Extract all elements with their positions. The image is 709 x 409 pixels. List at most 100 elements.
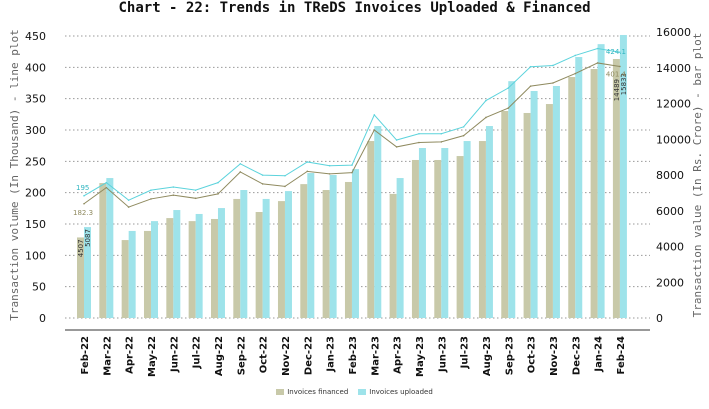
bar-invoices-uploaded: [150, 221, 158, 318]
x-tick-label: Jul-22: [192, 336, 203, 369]
x-tick-label: Feb-24: [616, 336, 627, 374]
y-right-tick-label: 14000: [656, 62, 691, 75]
x-tick-label: Jul-23: [460, 336, 471, 369]
y-right-tick-label: 8000: [656, 169, 684, 182]
line-point: [351, 171, 353, 174]
x-tick-label: Mar-23: [370, 336, 381, 376]
line-point: [440, 132, 443, 135]
x-tick-label: Nov-23: [549, 336, 560, 376]
bar-invoices-financed: [568, 77, 576, 318]
x-tick-label: May-22: [147, 336, 158, 377]
x-tick-label: Oct-22: [259, 336, 270, 373]
line-point: [328, 173, 331, 175]
x-tick-label: Aug-22: [214, 336, 225, 376]
y-right-tick-label: 0: [656, 312, 663, 325]
line-point: [507, 87, 510, 89]
data-label-financed-line-first: 182.3: [73, 209, 93, 217]
line-point: [529, 65, 532, 68]
y-right-tick-label: 10000: [656, 133, 691, 146]
data-label-financed-line-last: 401.4: [606, 70, 627, 78]
bar-invoices-uploaded: [106, 178, 114, 318]
bar-invoices-financed: [523, 112, 531, 318]
bar-invoices-uploaded: [508, 81, 516, 318]
bar-invoices-uploaded: [597, 44, 605, 318]
line-point: [261, 183, 264, 185]
x-tick-label: Feb-23: [348, 336, 359, 374]
bar-invoices-uploaded: [329, 175, 337, 318]
line-point: [83, 202, 85, 205]
line-point: [194, 197, 197, 200]
bar-invoices-uploaded: [240, 190, 248, 318]
line-point: [83, 195, 85, 197]
x-tick-label: Aug-23: [482, 336, 493, 376]
y-left-tick-label: 400: [25, 61, 46, 74]
line-point: [552, 82, 554, 84]
legend: Invoices financed Invoices uploaded: [0, 388, 709, 396]
bar-invoices-financed: [389, 193, 397, 318]
line-point: [239, 163, 242, 165]
y-left-tick-label: 300: [25, 124, 46, 137]
line-point: [574, 54, 577, 57]
line-point: [150, 198, 152, 200]
line-point: [261, 174, 264, 176]
bar-invoices-uploaded: [195, 213, 203, 318]
x-tick-label: Mar-22: [102, 336, 113, 376]
bar-invoices-uploaded: [441, 148, 449, 318]
legend-label-financed: Invoices financed: [287, 388, 349, 396]
line-point: [105, 181, 108, 184]
legend-item-uploaded: Invoices uploaded: [358, 388, 433, 396]
line-point: [217, 181, 219, 184]
line-point: [284, 174, 286, 177]
bar-invoices-uploaded: [552, 85, 560, 318]
line-point: [351, 164, 353, 166]
bar-invoices-financed: [210, 218, 218, 318]
line-point: [328, 164, 331, 167]
x-tick-label: Jun-22: [169, 336, 180, 373]
line-point: [395, 146, 398, 148]
y-left-axis-title: Transaction volume (In Thousand) - line …: [8, 29, 21, 320]
line-point: [529, 85, 532, 87]
bar-invoices-financed: [545, 104, 553, 318]
bar-invoices-financed: [143, 230, 151, 318]
bar-invoices-uploaded: [84, 227, 91, 318]
line-point: [306, 170, 309, 173]
y-left-tick-label: 100: [25, 249, 46, 262]
y-left-tick-label: 0: [39, 312, 46, 325]
x-tick-label: Dec-22: [303, 336, 314, 375]
bar-invoices-financed: [434, 159, 442, 318]
data-label-uploaded-bar-first: 5087: [84, 229, 92, 247]
bar-invoices-financed: [300, 184, 308, 318]
line-point: [127, 199, 130, 201]
data-label-uploaded-line-last: 424.1: [606, 48, 626, 56]
line-point: [574, 72, 577, 75]
bar-invoices-financed: [411, 159, 419, 318]
bar-invoices-uploaded: [128, 230, 136, 318]
bar-invoices-financed: [478, 141, 486, 318]
y-left-tick-label: 250: [25, 155, 46, 168]
line-point: [552, 64, 554, 67]
x-tick-label: Sep-23: [504, 336, 515, 375]
bar-invoices-uploaded: [374, 126, 382, 319]
line-point: [462, 134, 465, 137]
data-label-uploaded-line-first: 195: [76, 184, 89, 192]
bar-invoices-financed: [501, 111, 509, 318]
x-tick-label: Oct-23: [527, 336, 538, 373]
x-tick-label: Apr-22: [125, 336, 136, 374]
y-left-tick-label: 450: [25, 30, 46, 43]
x-tick-label: Feb-22: [80, 336, 91, 374]
x-tick-label: Sep-22: [236, 336, 247, 375]
line-point: [395, 139, 398, 141]
bar-invoices-financed: [233, 198, 241, 318]
bar-invoices-financed: [456, 156, 464, 318]
y-right-tick-label: 16000: [656, 26, 691, 39]
bar-invoices-financed: [277, 201, 285, 318]
x-tick-label: Nov-22: [281, 336, 292, 376]
line-point: [373, 114, 376, 116]
bar-invoices-uploaded: [351, 169, 359, 318]
line-point: [127, 206, 130, 208]
bar-invoices-uploaded: [262, 198, 270, 318]
bar-invoices-uploaded: [307, 173, 315, 318]
y-right-axis-title: Transaction value (In Rs. Crore) - bar p…: [691, 33, 704, 318]
y-left-tick-label: 350: [25, 93, 46, 106]
